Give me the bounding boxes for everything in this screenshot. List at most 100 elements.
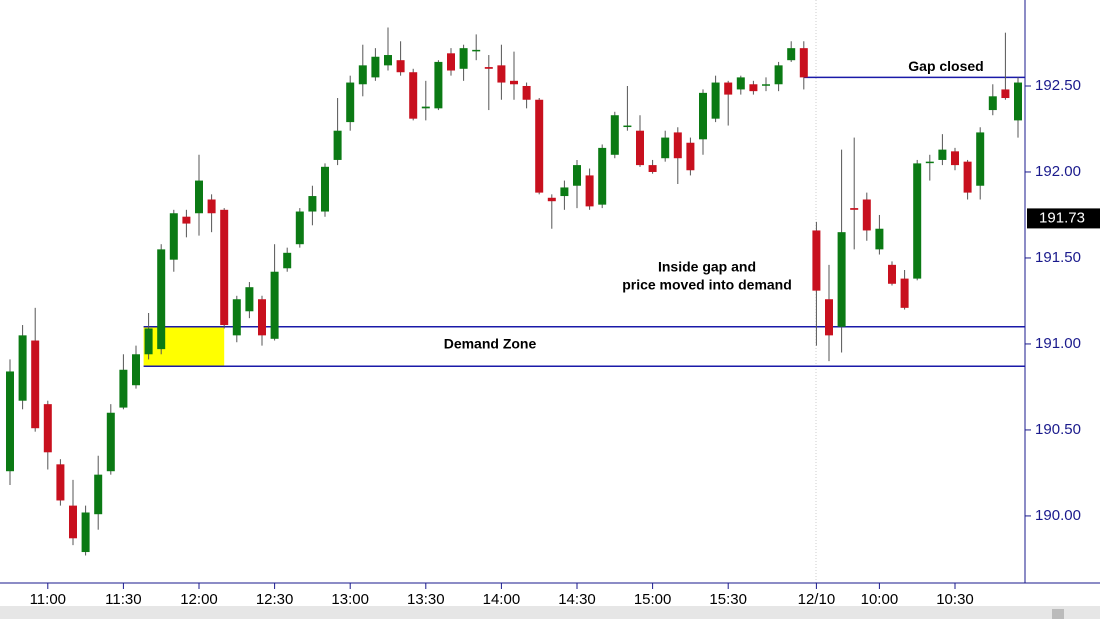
demand-zone-highlight bbox=[143, 326, 225, 367]
x-tick-label: 10:00 bbox=[861, 591, 899, 608]
candle-body bbox=[522, 85, 531, 100]
candle-body bbox=[661, 137, 670, 159]
candle-body bbox=[308, 196, 317, 212]
candle-body bbox=[497, 65, 506, 83]
y-tick-label: 190.00 bbox=[1035, 507, 1081, 524]
candle-body bbox=[585, 175, 594, 207]
candle-body bbox=[699, 92, 707, 140]
x-tick-label: 15:30 bbox=[709, 591, 747, 608]
candle-body bbox=[207, 199, 216, 214]
candle-body bbox=[837, 232, 846, 327]
candle-body bbox=[900, 278, 909, 308]
gap-label: Gap closed bbox=[908, 58, 983, 74]
candle-body bbox=[648, 165, 657, 172]
candle-body bbox=[862, 199, 871, 231]
candle-body bbox=[547, 197, 556, 202]
candle-body bbox=[913, 163, 922, 279]
candle-body bbox=[182, 216, 191, 224]
candle-body bbox=[686, 142, 695, 171]
candle-body bbox=[81, 512, 90, 553]
x-tick-label: 15:00 bbox=[634, 591, 672, 608]
candle-body bbox=[510, 80, 518, 85]
candle-body bbox=[245, 287, 254, 312]
candle-body bbox=[270, 271, 279, 339]
candle-body bbox=[371, 56, 380, 78]
candle-body bbox=[825, 299, 833, 336]
x-tick-label: 10:30 bbox=[936, 591, 974, 608]
x-tick-label: 14:00 bbox=[483, 591, 521, 608]
candle-body bbox=[18, 335, 27, 401]
y-tick-label: 192.50 bbox=[1035, 77, 1081, 94]
candle-body bbox=[447, 53, 455, 71]
candle-body bbox=[535, 99, 544, 193]
candle-body bbox=[144, 328, 153, 355]
last-price-box bbox=[1027, 208, 1100, 229]
candle-body bbox=[459, 48, 468, 69]
candle-body bbox=[31, 340, 40, 429]
x-tick-label: 13:30 bbox=[407, 591, 445, 608]
candle-body bbox=[573, 165, 581, 186]
candle-body bbox=[951, 151, 959, 166]
candle-body bbox=[119, 369, 128, 408]
candle-body bbox=[195, 180, 203, 214]
candle-body bbox=[434, 61, 443, 109]
candle-body bbox=[295, 211, 304, 245]
candle-body bbox=[850, 208, 859, 210]
candle-body bbox=[484, 67, 493, 69]
candle-body bbox=[384, 55, 392, 66]
candle-body bbox=[623, 125, 632, 128]
candle-body bbox=[988, 96, 997, 111]
candle-body bbox=[938, 149, 947, 160]
candle-body bbox=[1001, 89, 1010, 99]
candle-body bbox=[774, 65, 783, 85]
x-tick-label: 14:30 bbox=[558, 591, 596, 608]
candle-body bbox=[421, 106, 430, 109]
candle-body bbox=[976, 132, 985, 186]
candle-body bbox=[472, 49, 481, 52]
candle-body bbox=[220, 209, 229, 326]
candle-body bbox=[736, 77, 745, 90]
candle-body bbox=[673, 132, 682, 159]
candle-body bbox=[106, 412, 115, 472]
candle-body bbox=[333, 130, 342, 160]
y-tick-label: 190.50 bbox=[1035, 421, 1081, 438]
x-tick-label: 12:00 bbox=[180, 591, 218, 608]
candle-body bbox=[598, 147, 607, 205]
candle-body bbox=[711, 82, 720, 119]
x-tick-label: 11:00 bbox=[30, 591, 66, 608]
y-tick-label: 191.00 bbox=[1035, 335, 1081, 352]
candle-body bbox=[358, 65, 367, 85]
x-tick-label: 11:30 bbox=[105, 591, 141, 608]
candle-body bbox=[724, 82, 733, 95]
candle-body bbox=[560, 187, 569, 197]
x-tick-label: 13:00 bbox=[331, 591, 369, 608]
candle-body bbox=[963, 161, 972, 193]
candle-body bbox=[409, 72, 418, 119]
candle-body bbox=[787, 48, 796, 61]
candle-body bbox=[636, 130, 644, 166]
x-tick-label: 12/10 bbox=[798, 591, 836, 608]
y-tick-label: 191.50 bbox=[1035, 249, 1081, 266]
note-line: price moved into demand bbox=[622, 277, 792, 293]
scroll-thumb bbox=[1052, 609, 1064, 619]
candle-body bbox=[6, 371, 14, 472]
candle-body bbox=[169, 213, 178, 260]
candle-body bbox=[812, 230, 821, 291]
candle-body bbox=[762, 84, 770, 86]
scrollbar bbox=[0, 606, 1100, 619]
candle-body bbox=[69, 505, 77, 539]
note-line: Inside gap and bbox=[658, 259, 756, 275]
candle-body bbox=[1014, 82, 1022, 121]
candle-body bbox=[258, 299, 266, 336]
demand-zone-label: Demand Zone bbox=[444, 335, 537, 351]
candle-body bbox=[43, 404, 52, 453]
candle-body bbox=[888, 264, 896, 284]
candle-body bbox=[283, 252, 292, 269]
candle-body bbox=[799, 48, 808, 78]
candle-body bbox=[346, 82, 355, 123]
x-tick-label: 12:30 bbox=[256, 591, 294, 608]
last-price-label: 191.73 bbox=[1039, 209, 1085, 226]
y-tick-label: 192.00 bbox=[1035, 163, 1081, 180]
candle-body bbox=[94, 474, 103, 515]
